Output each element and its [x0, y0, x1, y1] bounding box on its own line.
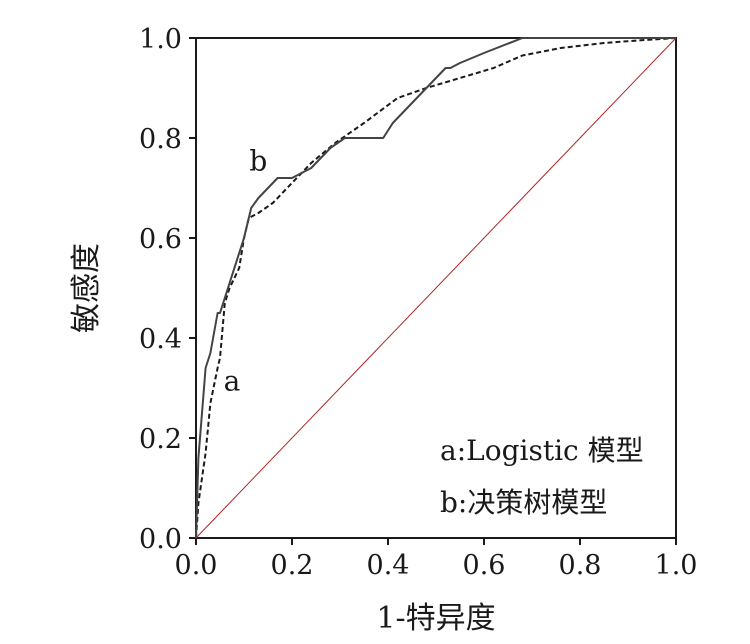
series-line-reference	[195, 37, 677, 539]
x-axis-title: 1-特异度	[376, 601, 495, 636]
series-line-a	[195, 37, 677, 539]
y-tick-label: 1.0	[139, 24, 182, 55]
legend: a:Logistic 模型 b:决策树模型	[440, 434, 644, 519]
x-tick-label: 0.8	[559, 550, 602, 581]
y-axis: 0.0 0.2 0.4 0.6 0.8 1.0	[139, 24, 196, 555]
plot-frame	[195, 37, 677, 539]
y-tick-label: 0.4	[139, 324, 182, 355]
annotations-layer: ba	[224, 145, 268, 398]
legend-entry-a: a:Logistic 模型	[440, 434, 644, 467]
y-tick-label: 0.8	[139, 124, 182, 155]
series-layer	[195, 37, 677, 539]
legend-entry-b: b:决策树模型	[440, 486, 607, 519]
x-tick-label: 0.4	[367, 550, 410, 581]
y-tick-label: 0.6	[139, 224, 182, 255]
curve-label-a: a	[224, 365, 241, 398]
y-tick-label: 0.2	[139, 424, 182, 455]
x-tick-label: 1.0	[655, 550, 698, 581]
x-axis: 0.0 0.2 0.4 0.6 0.8 1.0	[175, 538, 698, 581]
y-axis-title: 敏感度	[69, 243, 104, 333]
series-line-b	[195, 37, 676, 539]
y-tick-label: 0.0	[139, 524, 182, 555]
x-tick-label: 0.6	[463, 550, 506, 581]
x-tick-label: 0.0	[175, 550, 218, 581]
x-tick-label: 0.2	[271, 550, 314, 581]
curve-label-b: b	[249, 145, 267, 178]
